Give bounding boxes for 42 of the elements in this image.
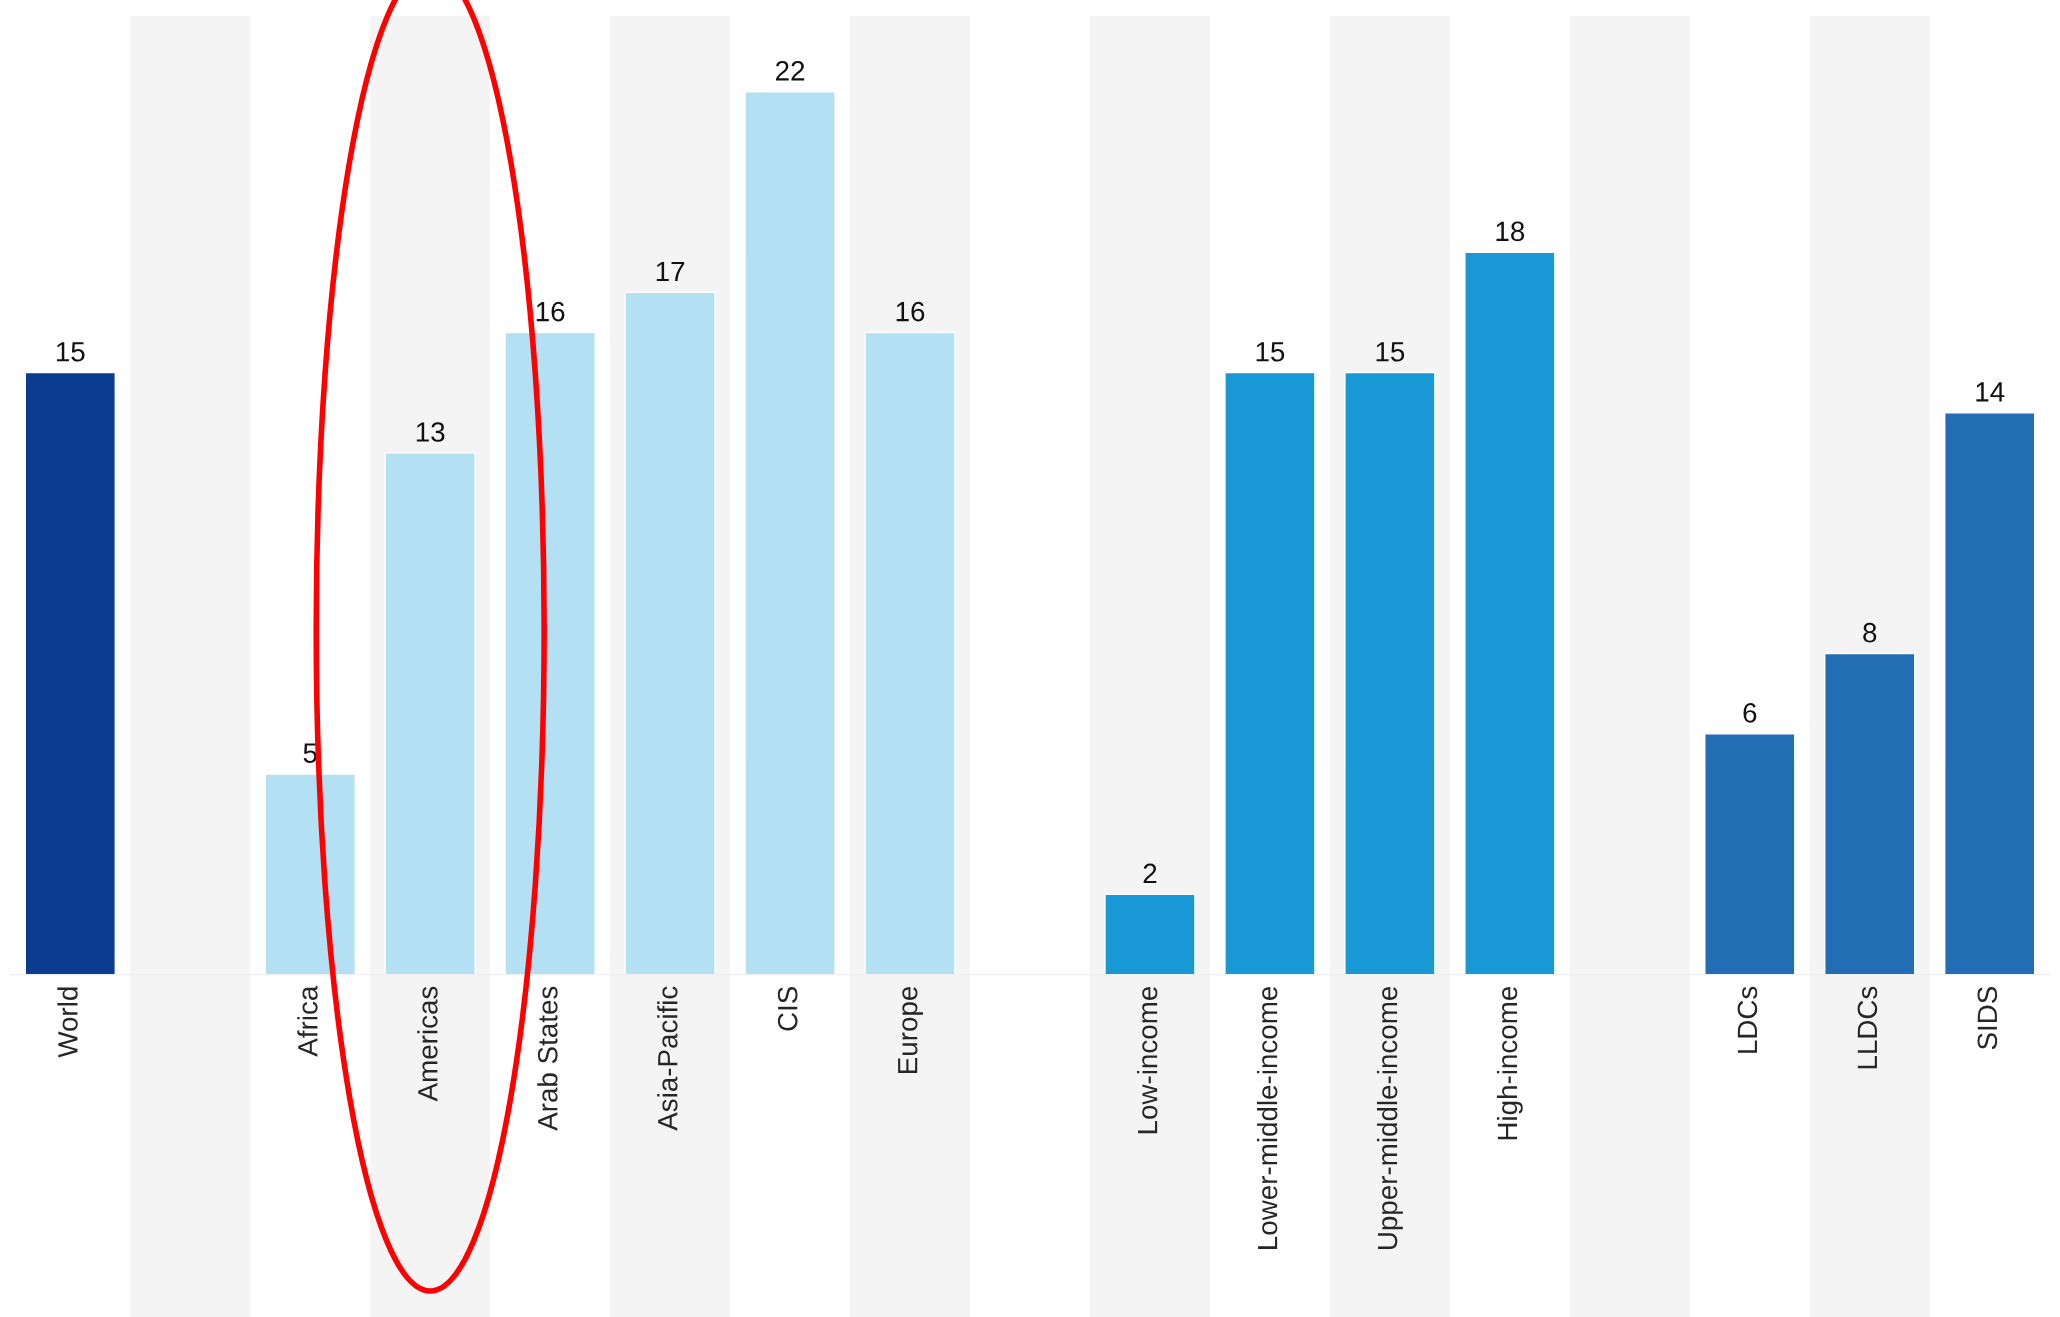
x-tick-label: Low-income [1137,986,1158,1134]
data-label: 13 [416,422,445,442]
bar [384,452,476,975]
data-label: 15 [1376,342,1405,362]
x-tick-label: High-income [1496,986,1523,1140]
data-label: 18 [1496,221,1525,242]
x-tick-label: Lower-middle-income [1256,986,1278,1249]
data-label: 6 [1743,703,1757,723]
bar [1104,893,1196,975]
x-tick-label: Americas [417,986,438,1102]
x-tick-label: Upper-middle-income [1376,986,1403,1250]
bar [624,291,716,975]
data-label: 22 [776,61,805,81]
bar [864,331,956,975]
data-label: 14 [1976,382,2005,402]
data-label: 16 [896,301,925,322]
bar [264,773,356,975]
bar [1824,652,1916,975]
bar [1464,251,1556,975]
x-tick-label: World [57,987,78,1058]
bar [504,331,596,975]
data-label: 8 [1863,622,1877,643]
x-tick-label: Europe [898,986,923,1073]
bar [1224,371,1316,975]
bar [1944,412,2036,975]
bar [24,371,116,975]
data-label: 16 [536,301,565,322]
x-tick-label: LLDCs [1857,986,1878,1069]
x-tick-label: SIDS [1977,986,1998,1050]
data-label: 5 [303,743,317,763]
bar [1704,733,1796,975]
data-label: 2 [1143,863,1157,883]
bar [1344,371,1436,975]
data-label: 15 [1256,342,1285,362]
x-tick-label: LDCs [1737,986,1758,1053]
x-tick-label: CIS [777,986,798,1031]
data-label: 15 [56,342,85,362]
x-tick-label: Asia-Pacific [657,986,678,1131]
bar [744,91,836,975]
x-tick-label: Africa [297,985,318,1057]
x-tick-label: Arab States [537,986,558,1131]
data-label: 17 [656,261,685,282]
